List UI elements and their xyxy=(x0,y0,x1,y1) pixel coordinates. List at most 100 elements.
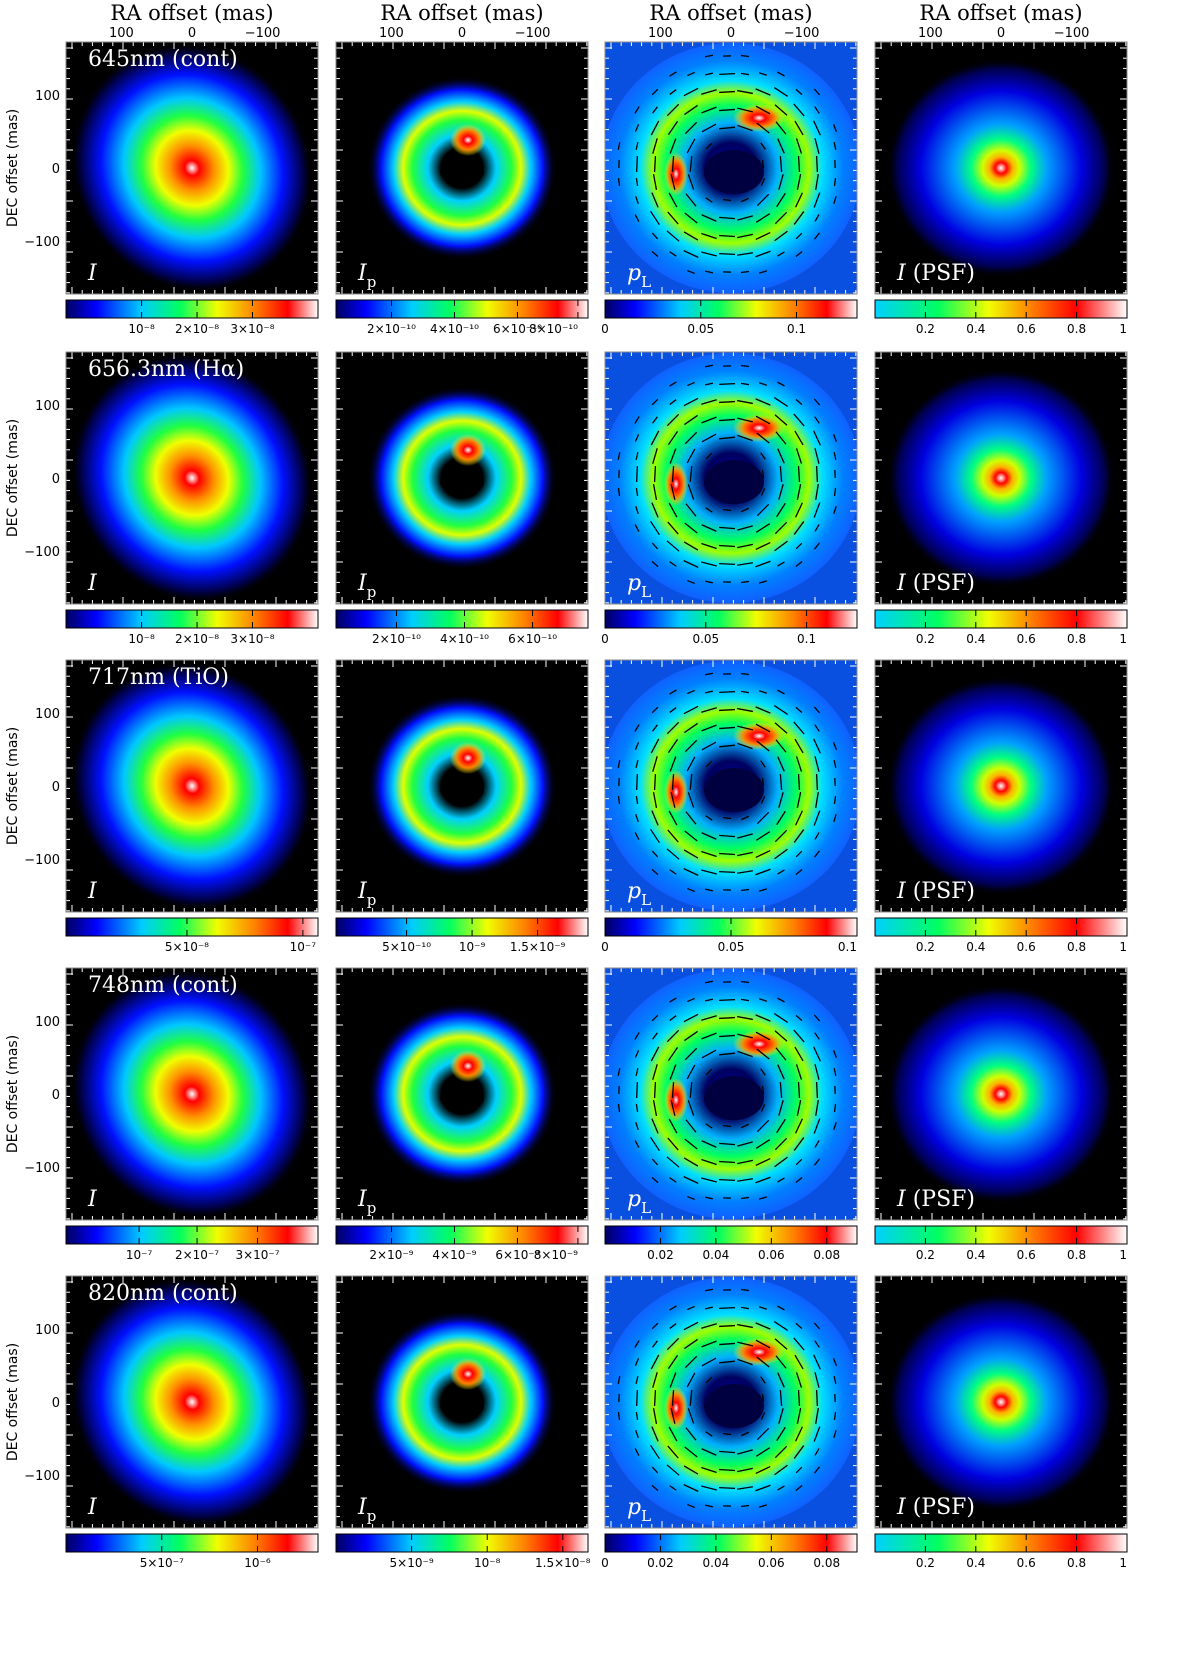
colorbar-tick-marks xyxy=(141,610,253,628)
y-tick-label: −100 xyxy=(24,853,60,868)
colorbar-tick-label: 0.6 xyxy=(1017,1248,1036,1262)
colorbar-tick-label: 5×10⁻⁹ xyxy=(390,1556,434,1570)
polarization-vectors xyxy=(617,364,838,585)
colorbar-tick-marks xyxy=(411,1534,564,1552)
colorbar-tick-marks xyxy=(390,1226,579,1244)
colorbar-tick-label: 6×10⁻¹⁰ xyxy=(493,322,542,336)
panel-label-main: I xyxy=(87,571,98,596)
colorbar-tick-marks xyxy=(138,1226,259,1244)
central-hole xyxy=(440,1086,484,1110)
colorbar: 0.2 0.4 0.6 0.8 1 xyxy=(874,609,1128,646)
image-panel: I (PSF) 0.2 0.4 0.6 0.8 1 xyxy=(874,41,1128,336)
column-header: RA offset (mas)100 0 −100 xyxy=(379,1,550,41)
y-tick-label: −100 xyxy=(24,235,60,250)
image-panel: pL 0.02 0.04 0.06 0.08 xyxy=(604,967,858,1262)
tick-marks xyxy=(336,1276,588,1528)
colorbar-tick-label: 0.04 xyxy=(703,1248,730,1262)
panel-label-main: I xyxy=(896,261,907,286)
y-tick-label: −100 xyxy=(24,1161,60,1176)
colorbar-gradient xyxy=(65,609,319,629)
y-axis-title: DEC offset (mas) xyxy=(5,1343,21,1461)
colorbar-tick-label: 0.6 xyxy=(1017,632,1036,646)
colorbar-tick-label: 1 xyxy=(1119,632,1127,646)
y-tick-label: 100 xyxy=(35,399,60,414)
colorbar-gradient xyxy=(604,1533,858,1553)
colorbar-tick-marks xyxy=(604,1534,828,1552)
band-label: 748nm (cont) xyxy=(88,973,238,998)
colorbar-gradient xyxy=(65,299,319,319)
colorbar-gradient xyxy=(65,917,319,937)
panel-label: I xyxy=(87,261,98,286)
colorbar: 0.2 0.4 0.6 0.8 1 xyxy=(874,917,1128,954)
polarization-peak xyxy=(733,1338,785,1366)
panel-label-main: I xyxy=(357,571,368,596)
colorbar-tick-label: 2×10⁻¹⁰ xyxy=(367,322,416,336)
polarized-peak xyxy=(450,434,486,466)
colorbar-tick-label: 4×10⁻¹⁰ xyxy=(440,632,489,646)
band-label: 820nm (cont) xyxy=(88,1281,238,1306)
colorbar-tick-marks xyxy=(395,610,534,628)
colorbar-tick-label: 2×10⁻¹⁰ xyxy=(372,632,421,646)
polarization-peak xyxy=(733,722,785,750)
y-tick-label: −100 xyxy=(24,545,60,560)
panel-label: Ip xyxy=(357,571,376,601)
panel-frame xyxy=(335,967,589,1221)
colorbar-tick-label: 3×10⁻⁸ xyxy=(230,322,274,336)
colorbar-tick-label: 1 xyxy=(1119,1556,1127,1570)
tick-marks xyxy=(605,968,857,1220)
image-panel: I (PSF) 0.2 0.4 0.6 0.8 1 xyxy=(874,659,1128,954)
central-hole xyxy=(440,778,484,802)
panel-label-main: p xyxy=(627,261,641,286)
panel-frame xyxy=(604,351,858,605)
colorbar-tick-label: 10⁻⁶ xyxy=(244,1556,271,1570)
figure-row: DEC offset (mas) 100 0 −100 717nm (TiO) I 5×10… xyxy=(5,659,1128,954)
polarization-vectors xyxy=(617,54,838,275)
band-label: 656.3nm (Hα) xyxy=(88,357,244,382)
tick-marks xyxy=(875,42,1127,294)
panel-frame xyxy=(65,351,319,605)
colorbar-tick-label: 0.4 xyxy=(966,322,985,336)
column-header: RA offset (mas)100 0 −100 xyxy=(648,1,819,41)
panel-label-main: I xyxy=(357,879,368,904)
y-tick-label: −100 xyxy=(24,1469,60,1484)
colorbar-tick-label: 10⁻⁸ xyxy=(128,322,155,336)
panel-label-main: p xyxy=(627,571,641,596)
colorbar-tick-label: 10⁻⁷ xyxy=(290,940,317,954)
tick-marks xyxy=(605,660,857,912)
image-panel: I (PSF) 0.2 0.4 0.6 0.8 1 xyxy=(874,967,1128,1262)
colorbar-tick-label: 5×10⁻⁷ xyxy=(140,1556,184,1570)
tick-marks xyxy=(336,42,588,294)
colorbar-gradient xyxy=(335,299,589,319)
tick-marks xyxy=(66,352,318,604)
colorbar-tick-label: 0.02 xyxy=(647,1248,674,1262)
column-header: RA offset (mas)100 0 −100 xyxy=(109,1,280,41)
image-panel: 645nm (cont) I 10⁻⁸ 2×10⁻⁸ 3×10⁻⁸ xyxy=(65,41,319,336)
panel-label: Ip xyxy=(357,879,376,909)
polarization-peak xyxy=(664,1078,688,1122)
colorbar-tick-label: 0.08 xyxy=(813,1248,840,1262)
x-axis-title: RA offset (mas) xyxy=(649,1,812,25)
panel-frame xyxy=(335,351,589,605)
colorbar-gradient xyxy=(335,917,589,937)
panel-label-sub: p xyxy=(367,891,377,909)
intensity-blob xyxy=(70,1277,314,1527)
psf-blob xyxy=(886,368,1116,588)
panel-label-main: I xyxy=(357,1495,368,1520)
panel-frame xyxy=(335,659,589,913)
colorbar: 0.2 0.4 0.6 0.8 1 xyxy=(874,1225,1128,1262)
panel-label-suffix: (PSF) xyxy=(906,1495,975,1520)
tick-marks xyxy=(875,968,1127,1220)
tick-marks xyxy=(875,660,1127,912)
y-axis-title: DEC offset (mas) xyxy=(5,109,21,227)
colorbar-tick-label: 10⁻⁸ xyxy=(128,632,155,646)
panel-frame xyxy=(604,1275,858,1529)
colorbar-tick-label: 0.05 xyxy=(687,322,714,336)
panel-label: I xyxy=(87,571,98,596)
colorbar-tick-marks xyxy=(924,610,1128,628)
tick-marks xyxy=(66,660,318,912)
colorbar-gradient xyxy=(335,1533,589,1553)
colorbar-tick-label: 1 xyxy=(1119,322,1127,336)
colorbar-gradient xyxy=(604,299,858,319)
colorbar-tick-label: 0.1 xyxy=(787,322,806,336)
panel-frame xyxy=(335,1275,589,1529)
